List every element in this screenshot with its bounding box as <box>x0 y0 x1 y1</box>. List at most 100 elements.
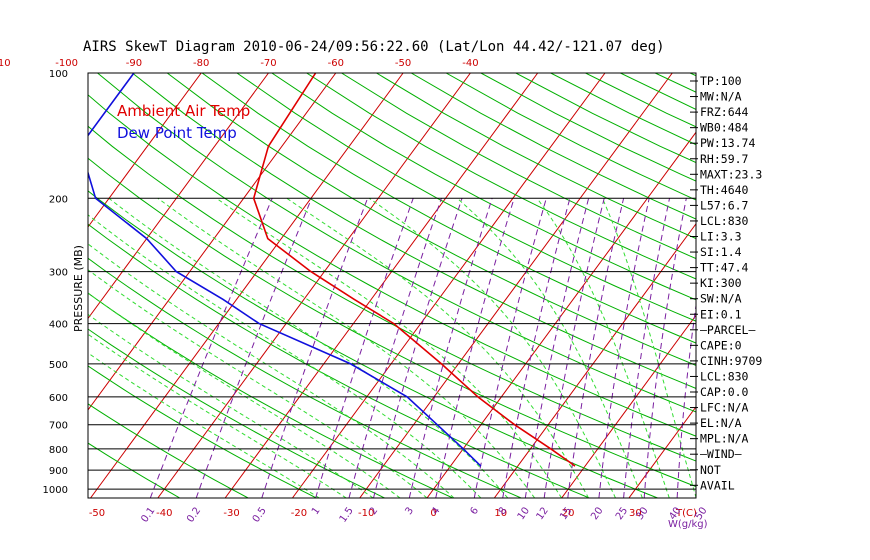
stability-index-item: EI:0.1 <box>700 307 742 321</box>
moist-adiabat-line <box>456 197 643 498</box>
moist-adiabat-line <box>286 197 589 498</box>
stability-index-item: RH:59.7 <box>700 152 749 166</box>
mixing-ratio-line <box>643 198 687 498</box>
stability-index-item: CAPE:0 <box>700 338 742 352</box>
sounding-series <box>88 73 576 467</box>
stability-index-item: MW:N/A <box>700 90 742 104</box>
mixing-ratio-line <box>623 198 670 498</box>
pressure-tick-label: 500 <box>49 360 68 371</box>
bottom-temp-unit-label: T(C) <box>675 508 697 519</box>
bottom-temp-tick-label: -50 <box>89 508 105 519</box>
bottom-temp-tick-label: -10 <box>358 508 374 519</box>
moist-adiabat-line <box>536 198 670 498</box>
dry-adiabat-line <box>88 257 522 498</box>
stability-index-item: LI:3.3 <box>700 230 742 244</box>
mixing-ratio-line <box>261 198 369 498</box>
mixing-ratio-line <box>149 198 273 498</box>
stability-index-item: FRZ:644 <box>700 105 749 119</box>
stability-index-item: –WIND– <box>700 447 742 461</box>
mixing-ratio-line <box>408 198 493 498</box>
dry-adiabat-line <box>166 73 696 366</box>
top-temp-tick-label: -60 <box>328 58 344 69</box>
moist-adiabat-line <box>88 243 455 498</box>
moist-adiabat-line <box>216 197 563 498</box>
bottom-temp-tick-label: -30 <box>223 508 239 519</box>
stability-index-item: MAXT:23.3 <box>700 167 762 181</box>
isotherm-line <box>88 73 269 320</box>
stability-index-item: SW:N/A <box>700 292 742 306</box>
mixing-ratio-tick-label: 0.1 <box>139 505 157 524</box>
dry-adiabat-line <box>88 292 454 498</box>
pressure-tick-label: 400 <box>49 320 68 331</box>
top-temp-tick-label: -70 <box>260 58 276 69</box>
isotherm-line <box>224 73 539 498</box>
stability-index-item: KI:300 <box>700 276 742 290</box>
mixing-ratio-tick-label: 6 <box>468 505 481 517</box>
isobar-lines <box>88 197 696 490</box>
isotherm-line <box>764 73 870 498</box>
mixing-ratio-tick-label: 25 <box>614 505 630 522</box>
mixing-ratio-tick-label: 1.5 <box>338 505 356 524</box>
stability-index-item: LCL:830 <box>700 369 749 383</box>
dry-adiabat-line <box>445 73 696 201</box>
pressure-tick-label: 1000 <box>43 485 68 496</box>
dry-adiabat-line <box>88 223 590 498</box>
ambient-air-temp-line <box>252 73 576 467</box>
isotherm-line <box>426 131 696 498</box>
mixing-ratio-line <box>598 198 650 498</box>
isotherm-line <box>493 222 696 498</box>
dew-point-temp-line <box>88 73 482 467</box>
mixing-ratio-tick-label: 8 <box>497 505 510 517</box>
top-temp-tick-label: -110 <box>0 58 11 69</box>
mixing-ratio-tick-label: 2 <box>368 505 381 517</box>
mixing-ratio-tick-label: 20 <box>589 505 605 522</box>
skewt-grid <box>0 73 870 498</box>
stability-index-item: EL:N/A <box>700 416 742 430</box>
stability-index-item: CINH:9709 <box>700 354 762 368</box>
stability-index-item: SI:1.4 <box>700 245 742 259</box>
mixing-ratio-line <box>348 198 442 498</box>
isotherm-line <box>88 73 135 137</box>
mixing-ratio-line <box>502 198 571 498</box>
dry-adiabat-line <box>88 442 181 498</box>
dry-adiabat-line <box>88 190 658 498</box>
plot-frame <box>87 72 697 499</box>
moist-adiabat-line <box>88 352 320 498</box>
bottom-temp-tick-label: 0 <box>430 508 436 519</box>
moist-adiabat-line <box>108 197 509 498</box>
legend-ambient-air-temp: Ambient Air Temp <box>117 102 250 120</box>
pressure-tick-label: 800 <box>49 445 68 456</box>
stability-index-item: TT:47.4 <box>700 261 749 275</box>
isotherm-line <box>0 73 67 498</box>
stability-index-item: NOT <box>700 463 721 477</box>
bottom-temp-tick-label: 20 <box>562 508 575 519</box>
stability-index-item: WB0:484 <box>700 121 749 135</box>
y-axis-label: PRESSURE (MB) <box>72 245 85 332</box>
chart-title: AIRS SkewT Diagram 2010-06-24/09:56:22.6… <box>83 39 665 55</box>
pressure-tick-label: 700 <box>49 421 68 432</box>
moist-adiabat-line <box>602 198 696 498</box>
moist-adiabat-line <box>88 333 347 498</box>
stability-index-item: LCL:830 <box>700 214 749 228</box>
top-temp-tick-labels: -120-110-100-90-80-70-60-50-40 <box>0 58 479 69</box>
dry-adiabat-line <box>760 73 870 498</box>
moist-adiabat-line <box>157 197 536 498</box>
mixing-ratio-tick-label: 0.5 <box>251 505 269 524</box>
pressure-tick-label: 300 <box>49 268 68 279</box>
moist-adiabat-line <box>88 313 374 498</box>
dry-adiabat-line <box>88 365 317 498</box>
isotherm-line <box>157 73 471 498</box>
mixing-ratio-tick-label: 10 <box>516 505 532 522</box>
mixing-ratio-line <box>676 302 696 498</box>
mixing-ratio-line <box>473 198 547 498</box>
top-temp-tick-label: -50 <box>395 58 411 69</box>
mixing-ratio-tick-label: 1 <box>310 505 323 517</box>
dry-adiabat-line <box>236 73 696 322</box>
dry-adiabat-line <box>654 73 696 93</box>
mixing-ratio-tick-label: 3 <box>403 505 416 517</box>
mixing-ratio-line <box>373 198 463 498</box>
top-temp-tick-label: -80 <box>193 58 209 69</box>
dry-adiabat-line <box>306 73 696 280</box>
dry-adiabat-line <box>88 157 696 488</box>
